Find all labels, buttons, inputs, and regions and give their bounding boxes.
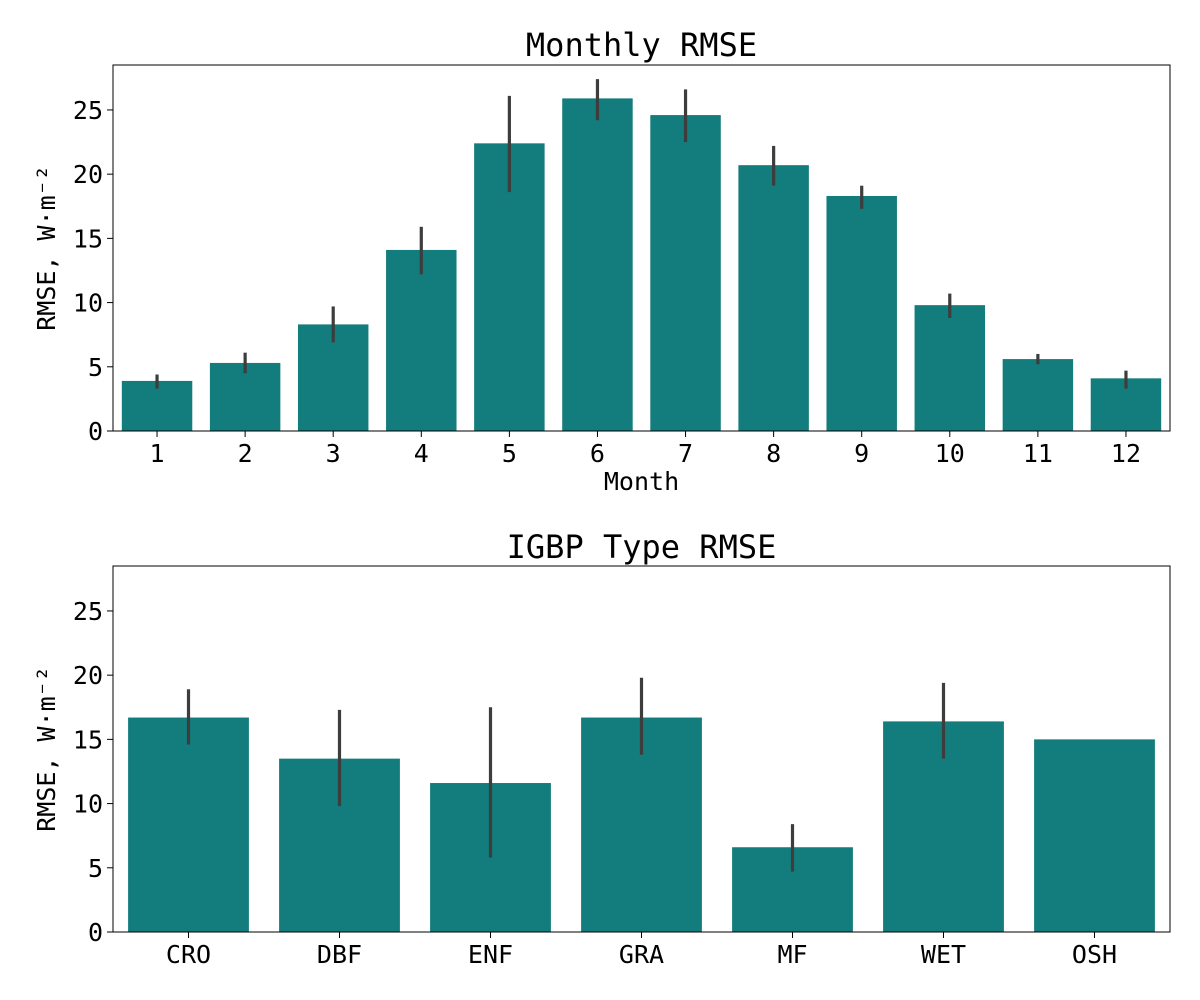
chart-title: IGBP Type RMSE bbox=[507, 528, 777, 566]
x-tick-label: WET bbox=[921, 940, 966, 969]
y-tick-label: 5 bbox=[88, 854, 103, 883]
x-tick-label: CRO bbox=[166, 940, 211, 969]
chart-title: Monthly RMSE bbox=[526, 26, 757, 64]
y-tick-label: 25 bbox=[73, 96, 103, 125]
x-tick-label: 4 bbox=[414, 439, 429, 468]
x-tick-label: MF bbox=[777, 940, 807, 969]
x-tick-label: 7 bbox=[678, 439, 693, 468]
bar-1 bbox=[121, 380, 193, 431]
y-tick-label: 20 bbox=[73, 160, 103, 189]
x-tick-label: 11 bbox=[1023, 439, 1053, 468]
x-tick-label: GRA bbox=[619, 940, 664, 969]
x-tick-label: 10 bbox=[935, 439, 965, 468]
y-tick-label: 15 bbox=[73, 725, 103, 754]
y-tick-label: 10 bbox=[73, 790, 103, 819]
bar-11 bbox=[1002, 359, 1074, 431]
x-tick-label: 12 bbox=[1111, 439, 1141, 468]
y-axis-label: RMSE, W·m⁻² bbox=[32, 666, 61, 832]
x-tick-label: DBF bbox=[317, 940, 362, 969]
x-tick-label: 1 bbox=[150, 439, 165, 468]
x-axis-label: Month bbox=[604, 467, 679, 496]
y-axis-label: RMSE, W·m⁻² bbox=[32, 165, 61, 331]
x-tick-label: 5 bbox=[502, 439, 517, 468]
y-tick-label: 0 bbox=[88, 918, 103, 947]
bar-4 bbox=[386, 249, 457, 431]
axes-frame bbox=[112, 64, 1171, 432]
y-tick-label: 15 bbox=[73, 224, 103, 253]
x-tick-label: ENF bbox=[468, 940, 513, 969]
bar-CRO bbox=[128, 717, 249, 932]
x-tick-label: OSH bbox=[1072, 940, 1117, 969]
bar-2 bbox=[209, 362, 281, 431]
x-tick-label: 3 bbox=[326, 439, 341, 468]
bar-6 bbox=[562, 98, 633, 431]
igbp-type-rmse-chart: 0 5 10 15 20 25 CRO DBF ENF GRA MF WET OSH IGBP Type … bbox=[32, 528, 1171, 969]
bar-OSH bbox=[1034, 739, 1155, 932]
y-tick-label: 20 bbox=[73, 661, 103, 690]
bar-7 bbox=[650, 115, 721, 431]
x-tick-label: 8 bbox=[766, 439, 781, 468]
y-tick-label: 10 bbox=[73, 289, 103, 318]
bar-10 bbox=[914, 305, 986, 431]
x-tick-label: 6 bbox=[590, 439, 605, 468]
x-tick-label: 9 bbox=[854, 439, 869, 468]
y-tick-label: 5 bbox=[88, 353, 103, 382]
x-tick-label: 2 bbox=[238, 439, 253, 468]
y-tick-label: 0 bbox=[88, 417, 103, 446]
bar-8 bbox=[738, 165, 809, 432]
bar-9 bbox=[826, 195, 897, 431]
y-tick-label: 25 bbox=[73, 597, 103, 626]
